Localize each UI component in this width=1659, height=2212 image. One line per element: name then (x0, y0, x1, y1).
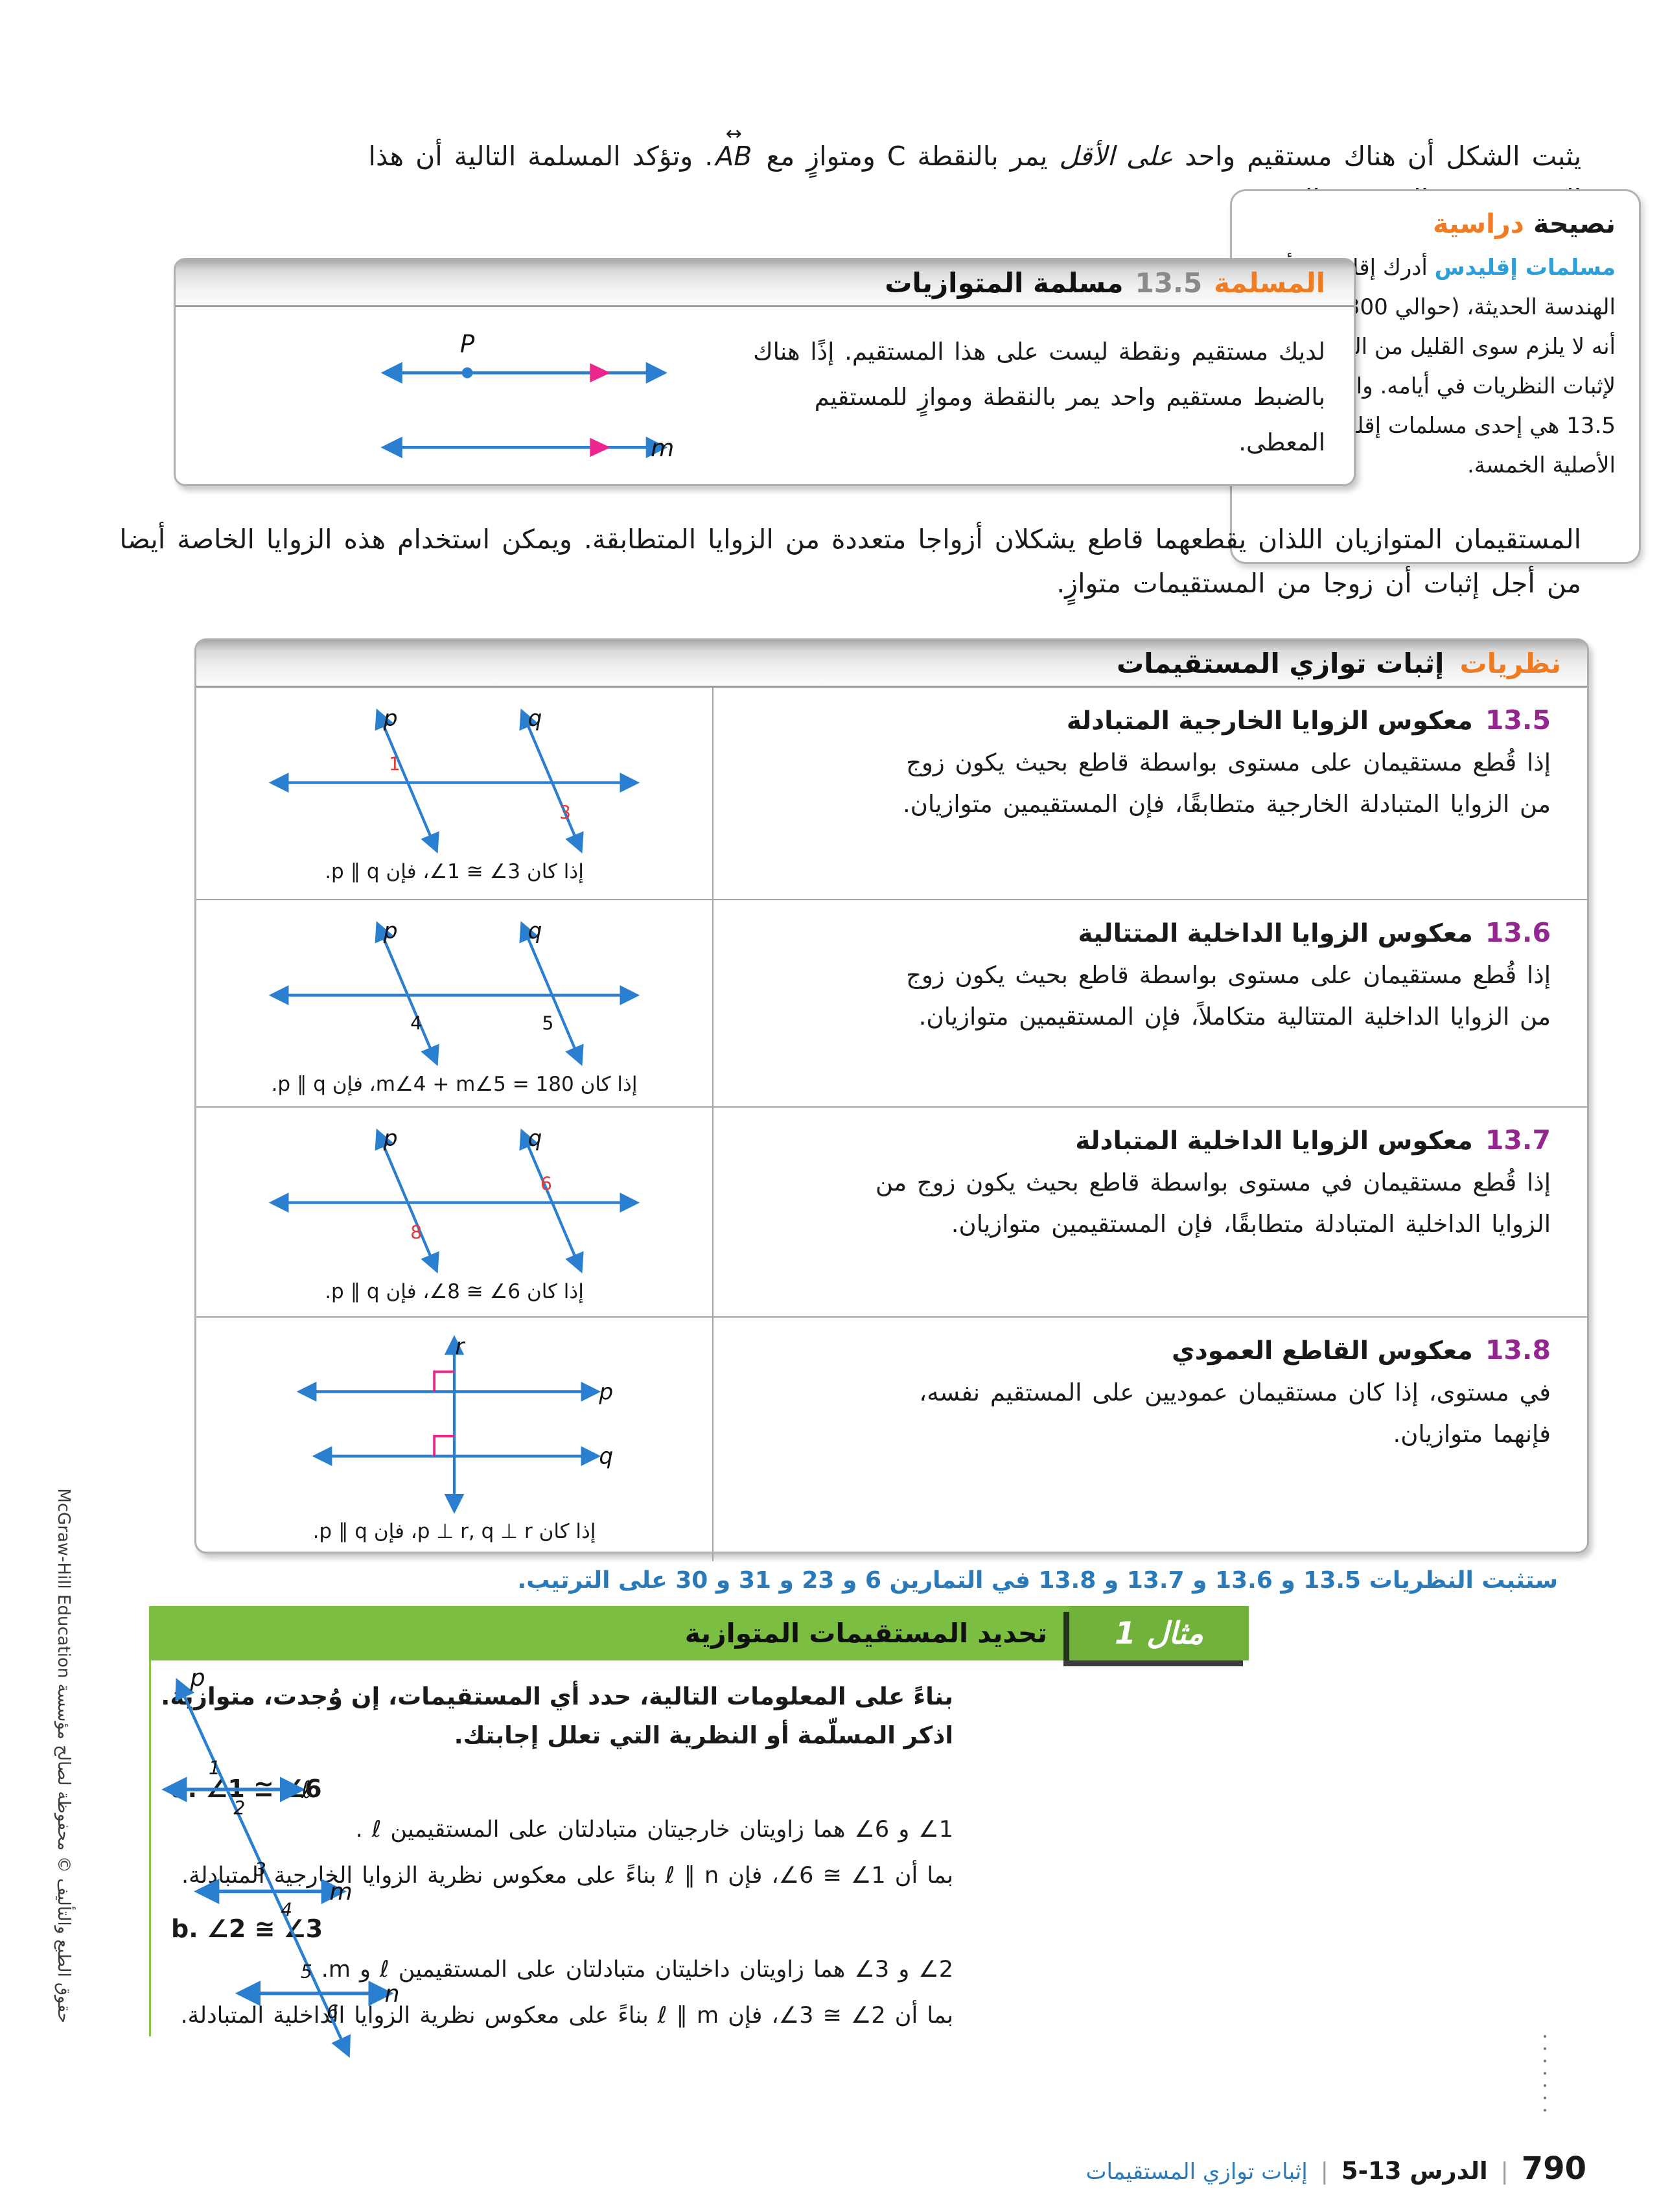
line-p-label: p (383, 706, 398, 732)
theorems-label: نظريات (1459, 647, 1561, 679)
ab-label: AB (715, 141, 752, 172)
theorem-body: إذا قُطع مستقيمان على مستوى بواسطة قاطع … (902, 749, 1551, 818)
alt-exterior-angles-figure: p q 1 3 (268, 706, 640, 854)
line-p-label: p (383, 918, 398, 944)
intro-text-em: على الأقل (1059, 141, 1174, 172)
example-badge: مثال 1 (1069, 1606, 1249, 1660)
line-q-label: q (528, 1126, 542, 1152)
consecutive-interior-angles-figure: p q 4 5 (268, 918, 640, 1066)
example-title: تحديد المستقيمات المتوازية (684, 1618, 1047, 1649)
figure-caption: إذا كان ⁦∠8 ≅ ∠6⁩، فإن ⁦p ∥ q⁩. (325, 1280, 584, 1303)
lesson-title: إثبات توازي المستقيمات (1085, 2159, 1308, 2185)
figure-caption: إذا كان ⁦p ⊥ r, q ⊥ r⁩، فإن ⁦p ∥ q⁩. (312, 1520, 596, 1543)
theorem-number: 13.6 (1485, 917, 1551, 948)
figure-caption: إذا كان ⁦m∠4 + m∠5 = 180⁩، فإن ⁦p ∥ q⁩. (271, 1073, 638, 1096)
binding-dots-icon (1544, 2035, 1546, 2112)
postulate-title: مسلمة المتوازيات (885, 266, 1124, 299)
parallel-postulate-figure: P m (380, 331, 674, 462)
theorem-number: 13.7 (1485, 1124, 1551, 1156)
theorems-title: إثبات توازي المستقيمات (1117, 647, 1444, 679)
angle-1-label: 1 (389, 754, 400, 775)
postulate-number: 13.5 (1135, 266, 1203, 299)
proof-exercises-note: ستثبت النظريات 13.5 و 13.6 و 13.7 و 13.8… (517, 1567, 1558, 1594)
postulate-label: المسلمة (1214, 266, 1325, 299)
line-m-label: m (651, 434, 674, 462)
study-tip-lead: مسلمات إقليدس (1434, 255, 1616, 281)
angle-6-label: 6 (327, 2001, 338, 2023)
point-p-label: P (460, 333, 475, 358)
double-arrow-overline-icon: ↔ (725, 122, 742, 145)
line-r-label: r (455, 1334, 465, 1360)
three-lines-transversal-figure: p ℓ m n 1 2 3 4 5 6 (161, 1664, 400, 2058)
study-tip-title: نصيحة دراسية (1433, 208, 1616, 239)
theorem-number: 13.8 (1485, 1334, 1551, 1366)
postulate-panel: المسلمة 13.5 مسلمة المتوازيات لديك مستقي… (174, 258, 1356, 486)
theorem-row-13-7: 13.7 معكوس الزوايا الداخلية المتبادلة إذ… (196, 1106, 1587, 1316)
theorem-row-13-8: 13.8 معكوس القاطع العمودي في مستوى، إذا … (196, 1316, 1587, 1561)
line-m-label: m (329, 1878, 352, 1905)
theorem-number: 13.5 (1485, 704, 1551, 736)
line-q-label: q (528, 706, 542, 732)
alt-interior-angles-figure: p q 6 8 (268, 1126, 640, 1274)
right-angle-mark-icon (433, 1370, 454, 1392)
theorem-title: معكوس الزوايا الداخلية المتتالية (1078, 919, 1473, 948)
theorem-body: في مستوى، إذا كان مستقيمان عموديين على ا… (919, 1379, 1551, 1448)
parallel-mark-icon (590, 437, 610, 458)
theorem-body: إذا قُطع مستقيمان على مستوى بواسطة قاطع … (906, 961, 1551, 1030)
transition-paragraph: المستقيمان المتوازيان اللذان يقطعهما قاط… (119, 524, 1581, 599)
transversal-p-label: p (189, 1664, 205, 1692)
example-figure: p ℓ m n 1 2 3 4 5 6 (157, 1664, 416, 2074)
theorem-title: معكوس الزوايا الخارجية المتبادلة (1066, 706, 1473, 736)
angle-4-label: 4 (410, 1013, 422, 1034)
example-part-a-line1: ⁦∠1⁩ و ⁦∠6⁩ هما زاويتان خارجيتان متبادلت… (355, 1817, 953, 1843)
line-p-label: p (598, 1379, 613, 1405)
page-footer: 790 | الدرس 13-5 | إثبات توازي المستقيما… (1086, 2150, 1586, 2187)
lesson-number: الدرس 13-5 (1341, 2157, 1488, 2185)
theorem-body: إذا قُطع مستقيمان في مستوى بواسطة قاطع ب… (876, 1169, 1551, 1238)
angle-5-label: 5 (542, 1013, 553, 1034)
theorem-row-13-5: 13.5 معكوس الزوايا الخارجية المتبادلة إذ… (196, 688, 1587, 899)
intro-text: يثبت الشكل أن هناك مستقيم واحد (1173, 141, 1581, 172)
angle-8-label: 8 (410, 1222, 422, 1243)
angle-2-label: 2 (233, 1797, 245, 1819)
page-number: 790 (1521, 2150, 1586, 2187)
separator: | (1500, 2158, 1509, 2185)
figure-caption: إذا كان ⁦∠1 ≅ ∠3⁩، فإن ⁦p ∥ q⁩. (325, 860, 584, 883)
theorem-title: معكوس الزوايا الداخلية المتبادلة (1075, 1126, 1473, 1156)
line-q-label: q (599, 1444, 613, 1470)
postulate-body: لديك مستقيم ونقطة ليست على هذا المستقيم.… (753, 338, 1325, 456)
line-p-label: p (383, 1126, 398, 1152)
intro-text: يمر بالنقطة ⁦C⁩ ومتوازٍ مع (754, 141, 1060, 172)
line-ab-symbol: ↔ AB (713, 122, 754, 178)
intro-text: . وتؤكد المسلمة التالية أن هذا (368, 141, 713, 172)
angle-5-label: 5 (301, 1961, 312, 1983)
line-n-label: n (384, 1979, 399, 2007)
theorem-row-13-6: 13.6 معكوس الزوايا الداخلية المتتالية إذ… (196, 899, 1587, 1106)
line-l-label: ℓ (301, 1776, 311, 1804)
angle-3-label: 3 (559, 802, 571, 823)
separator: | (1320, 2158, 1328, 2185)
angle-3-label: 3 (255, 1859, 266, 1881)
theorems-panel: نظريات إثبات توازي المستقيمات 13.5 معكوس… (194, 638, 1589, 1561)
angle-4-label: 4 (281, 1900, 292, 1921)
line-q-label: q (528, 918, 542, 944)
copyright-sidebar: حقوق الطبع والتأليف © محفوظة لصالح مؤسسة… (54, 1488, 73, 2023)
postulate-header: المسلمة 13.5 مسلمة المتوازيات (176, 260, 1354, 307)
postulate-figure: P m (366, 331, 703, 486)
example-header-bar: مثال 1 تحديد المستقيمات المتوازية (149, 1606, 1249, 1660)
point-p-dot (461, 367, 473, 378)
theorem-title: معكوس القاطع العمودي (1171, 1336, 1473, 1366)
theorems-header: نظريات إثبات توازي المستقيمات (196, 640, 1587, 688)
perpendicular-transversal-figure: r p q (296, 1334, 613, 1514)
parallel-mark-icon (590, 363, 610, 383)
example-content: بناءً على المعلومات التالية، حدد أي المس… (149, 1660, 1249, 2058)
angle-6-label: 6 (540, 1174, 552, 1195)
right-angle-mark-icon (433, 1434, 454, 1456)
angle-1-label: 1 (209, 1757, 220, 1778)
example-part-b-line1: ⁦∠2⁩ و ⁦∠3⁩ هما زاويتان داخليتان متبادلت… (321, 1957, 953, 1983)
